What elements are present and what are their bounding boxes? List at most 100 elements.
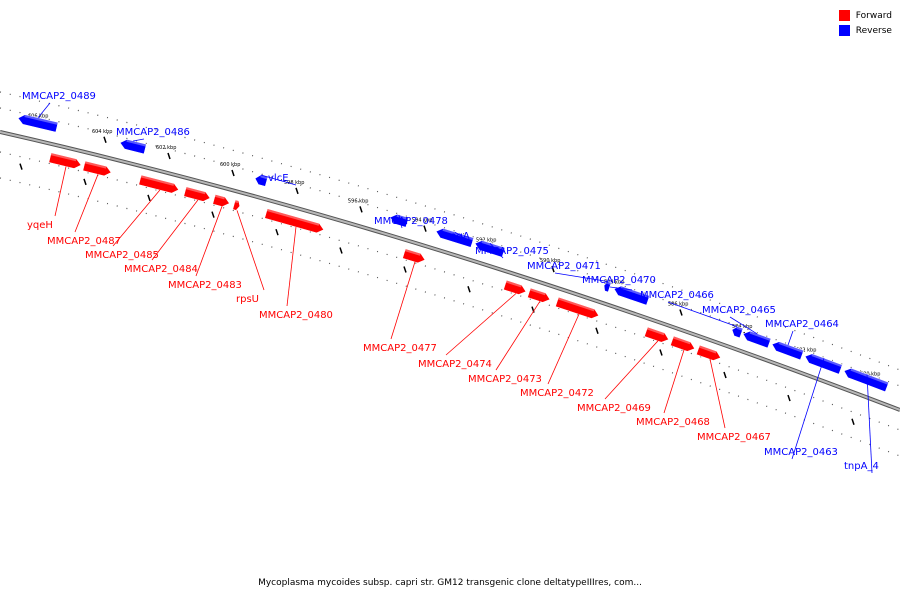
gene-body[interactable] — [254, 174, 269, 187]
gene-label-mmcap2-0480[interactable]: MMCAP2_0480 — [259, 310, 333, 321]
gene-body[interactable] — [503, 279, 527, 296]
backbone — [0, 130, 900, 412]
gene-tnpa-4[interactable] — [842, 366, 890, 393]
gene-label-mmcap2-0466[interactable]: MMCAP2_0466 — [640, 290, 714, 301]
gene-vlce[interactable] — [254, 174, 269, 187]
gene-highlight — [698, 345, 717, 354]
gene-body[interactable] — [730, 325, 744, 339]
gene-body[interactable] — [695, 344, 722, 362]
gene-mmcap2-0472[interactable] — [555, 296, 600, 320]
gene-body[interactable] — [473, 239, 506, 258]
gene-label-mmcap2-0483[interactable]: MMCAP2_0483 — [168, 280, 242, 291]
gene-highlight — [126, 139, 147, 147]
gene-label-tnpa-4[interactable]: tnpA_4 — [844, 461, 879, 472]
gene-mmcap2-0480[interactable] — [264, 208, 325, 235]
gene-body[interactable] — [770, 340, 805, 361]
gene-label-mmcap2-0464[interactable]: MMCAP2_0464 — [765, 319, 839, 330]
label-leader — [489, 242, 504, 259]
gene-label-mmcap2-0486[interactable]: MMCAP2_0486 — [116, 127, 190, 138]
tick-mark — [295, 187, 299, 195]
gene-mmcap2-0474[interactable] — [503, 279, 527, 296]
gene-body[interactable] — [669, 335, 696, 353]
gene-mmcap2-0475[interactable] — [473, 239, 506, 258]
gene-body[interactable] — [612, 284, 651, 306]
gene-mmcap2-0463[interactable] — [803, 352, 843, 375]
gene-highlight — [850, 368, 889, 385]
gene-body[interactable] — [402, 248, 427, 265]
gene-body[interactable] — [119, 138, 147, 155]
backbone-line — [0, 131, 900, 411]
label-leader — [866, 374, 873, 474]
gene-label-mmcap2-0467[interactable]: MMCAP2_0467 — [697, 432, 771, 443]
gene-body[interactable] — [138, 174, 180, 195]
gene-label-mmcap2-0475[interactable]: MMCAP2_0475 — [475, 246, 549, 257]
gene-mmcap2-0464[interactable] — [770, 340, 805, 361]
tick-label: 580 kbp — [860, 371, 880, 377]
gene-mmcap2-0477[interactable] — [402, 248, 427, 265]
tick-label: 584 kbp — [732, 324, 752, 330]
tick-mark — [103, 136, 107, 143]
gene-body[interactable] — [232, 199, 241, 211]
gene-body[interactable] — [643, 326, 670, 344]
gene-mmcap2-0485[interactable] — [138, 174, 180, 195]
gene-label-mmcap2-0469[interactable]: MMCAP2_0469 — [577, 403, 651, 414]
gene-body[interactable] — [183, 186, 212, 203]
gene-label-mmcap2-0468[interactable]: MMCAP2_0468 — [636, 417, 710, 428]
gene-mmcap2-0484[interactable] — [183, 186, 212, 203]
gene-mmcap2-0467[interactable] — [695, 344, 722, 362]
gene-body[interactable] — [741, 329, 772, 349]
gene-body[interactable] — [435, 227, 475, 248]
gene-body[interactable] — [82, 160, 113, 177]
gene-mmcap2-0489[interactable] — [17, 113, 59, 133]
gene-label-vlce[interactable]: vlcE — [268, 173, 289, 184]
gene-label-mmcap2-0470[interactable]: MMCAP2_0470 — [582, 275, 656, 286]
gene-label-mmcap2-0487[interactable]: MMCAP2_0487 — [47, 236, 121, 247]
gene-highlight — [557, 297, 595, 312]
label-leader — [260, 174, 297, 186]
gene-body[interactable] — [17, 113, 59, 133]
gene-body[interactable] — [389, 213, 410, 228]
gene-body[interactable] — [803, 352, 843, 375]
gene-label-mmcap2-0484[interactable]: MMCAP2_0484 — [124, 264, 198, 275]
gene-body[interactable] — [527, 287, 551, 304]
gene-body[interactable] — [555, 296, 600, 320]
legend-reverse-swatch — [838, 25, 850, 36]
gene-mmcap2-0473[interactable] — [527, 287, 551, 304]
gene-label-mmcap2-0465[interactable]: MMCAP2_0465 — [702, 305, 776, 316]
gene-mmcap2-0468[interactable] — [669, 335, 696, 353]
gene-label-mmcap2-0473[interactable]: MMCAP2_0473 — [468, 374, 542, 385]
gene-body[interactable] — [602, 281, 612, 293]
gene-body[interactable] — [264, 208, 325, 235]
gene-body[interactable] — [212, 194, 231, 208]
gene-label-mmcap2-0471[interactable]: MMCAP2_0471 — [527, 261, 601, 272]
gene-mmcap2-0465[interactable] — [741, 329, 772, 349]
gene-label-mmcap2-0463[interactable]: MMCAP2_0463 — [764, 447, 838, 458]
gene-mmcap2-0469[interactable] — [643, 326, 670, 344]
gene-mmcap2-0486[interactable] — [119, 138, 147, 155]
gene-mmcap2-0471[interactable] — [602, 281, 612, 293]
gene-label-mmcap2-0472[interactable]: MMCAP2_0472 — [520, 388, 594, 399]
gene-body[interactable] — [48, 152, 82, 170]
tick-mark — [851, 418, 855, 426]
label-leader — [454, 231, 473, 244]
gene-label-rpsu[interactable]: rpsU — [236, 294, 259, 305]
tick-marks: 606 kbp 604 kbp 602 kbp 600 kbp 598 kbp 596 k… — [19, 113, 880, 426]
gene-rpsu[interactable] — [232, 199, 241, 211]
tick-mark — [423, 225, 427, 232]
gene-label-mmcap2-0474[interactable]: MMCAP2_0474 — [418, 359, 492, 370]
gene-mmcap2-0466[interactable] — [730, 325, 744, 339]
label-leader — [791, 358, 825, 460]
legend-forward-swatch — [838, 10, 850, 21]
gene-label-mmcap2-0485[interactable]: MMCAP2_0485 — [85, 250, 159, 261]
gene-label-mmcap2-0478[interactable]: MMCAP2_0478 — [374, 216, 448, 227]
gene-label-yqeh[interactable]: yqeH — [27, 220, 53, 231]
tick-label: 606 kbp — [28, 113, 48, 119]
gene-label-mmcap2-0489[interactable]: MMCAP2_0489 — [22, 91, 96, 102]
gene-mmcap2-0483[interactable] — [212, 194, 231, 208]
gene-label-mmcap2-0477[interactable]: MMCAP2_0477 — [363, 343, 437, 354]
gene-label-naga[interactable]: nagA — [444, 231, 470, 242]
gene-yqeh[interactable] — [48, 152, 82, 170]
gene-highlight — [607, 281, 612, 285]
gene-body[interactable] — [842, 366, 890, 393]
gene-mmcap2-0487[interactable] — [82, 160, 113, 177]
